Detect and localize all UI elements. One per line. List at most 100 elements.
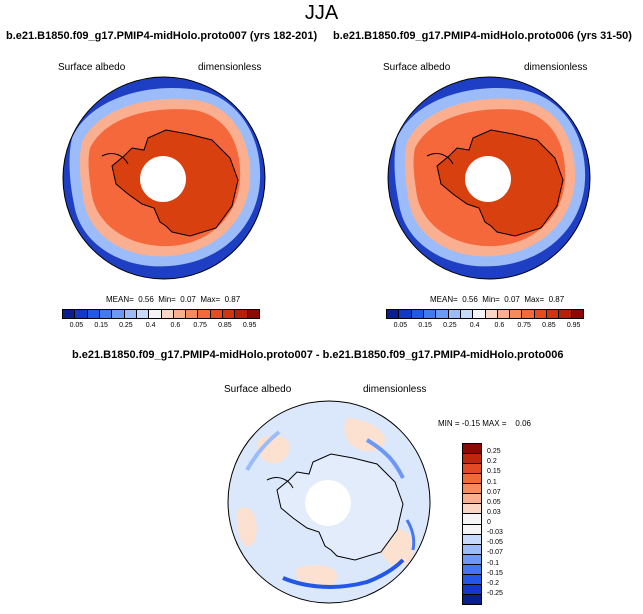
colorbar-swatch — [436, 310, 449, 318]
colorbar-swatch — [547, 310, 560, 318]
colorbar-tick-label: 0.85 — [218, 322, 232, 329]
colorbar-swatch — [497, 310, 511, 318]
colorbar-swatch — [161, 310, 174, 318]
colorbar-swatch — [223, 310, 236, 318]
colorbar-tick-label: 0.6 — [170, 322, 181, 329]
colorbar-swatch — [247, 310, 259, 318]
colorbar-tick-label: 0.75 — [517, 322, 531, 329]
colorbar-tick-label: 0.07 — [487, 488, 501, 496]
diff-colorbar-ticks: 0.25 0.2 0.15 0.1 0.07 0.05 0.03 0 -0.03 -0.05 -0.… — [487, 443, 527, 605]
colorbar-swatch — [463, 474, 481, 485]
colorbar-swatch — [149, 310, 162, 318]
colorbar-swatch — [463, 594, 481, 604]
colorbar-swatch — [210, 310, 224, 318]
colorbar-tick-label: 0.03 — [487, 508, 501, 516]
colorbar-swatch — [463, 534, 481, 545]
colorbar-swatch — [473, 310, 486, 318]
colorbar-swatch — [63, 310, 76, 318]
colorbar-swatch — [463, 494, 481, 505]
antarctic-peninsula — [426, 153, 454, 165]
colorbar-swatch — [235, 310, 248, 318]
colorbar-tick-label: 0.1 — [487, 478, 497, 486]
colorbar-swatch — [485, 310, 498, 318]
colorbar-swatch — [510, 310, 523, 318]
colorbar-swatch — [571, 310, 583, 318]
antarctic-peninsula — [266, 477, 294, 489]
colorbar-swatch — [387, 310, 400, 318]
colorbar-swatch — [522, 310, 535, 318]
diff-panel-title: b.e21.B1850.f09_g17.PMIP4-midHolo.proto0… — [72, 349, 564, 361]
diff-variable-label: Surface albedo — [224, 384, 292, 395]
colorbar-tick-label: 0.25 — [443, 322, 457, 329]
map-border — [387, 76, 591, 280]
colorbar-swatch — [136, 310, 150, 318]
colorbar-tick-label: 0.2 — [487, 458, 497, 466]
colorbar-swatch — [463, 524, 481, 535]
diff-stats: MIN = -0.15 MAX = 0.06 — [438, 419, 531, 428]
colorbar-tick-label: -0.05 — [487, 539, 503, 547]
colorbar-swatch — [463, 584, 481, 595]
colorbar-swatch — [463, 554, 481, 565]
diff-patch-positive — [236, 507, 257, 547]
right-colorbar — [386, 309, 584, 319]
colorbar-swatch — [75, 310, 88, 318]
colorbar-swatch — [463, 484, 481, 495]
left-stats: MEAN= 0.56 Min= 0.07 Max= 0.87 — [106, 295, 241, 304]
colorbar-swatch — [186, 310, 199, 318]
colorbar-tick-label: 0.05 — [69, 322, 84, 329]
left-panel-title: b.e21.B1850.f09_g17.PMIP4-midHolo.proto0… — [6, 30, 318, 42]
left-variable-label: Surface albedo — [58, 62, 126, 73]
diff-colorbar — [462, 443, 482, 605]
colorbar-tick-label: 0.15 — [418, 322, 432, 329]
colorbar-tick-label: 0.95 — [242, 322, 257, 329]
colorbar-swatch — [399, 310, 412, 318]
colorbar-tick-label: 0.95 — [566, 322, 581, 329]
colorbar-swatch — [124, 310, 137, 318]
colorbar-tick-label: 0.85 — [542, 322, 556, 329]
colorbar-tick-label: 0 — [487, 519, 491, 526]
colorbar-swatch — [463, 544, 481, 555]
colorbar-swatch — [173, 310, 187, 318]
colorbar-swatch — [99, 310, 113, 318]
antarctic-peninsula — [101, 153, 129, 165]
colorbar-swatch — [87, 310, 100, 318]
colorbar-tick-label: 0.05 — [393, 322, 408, 329]
colorbar-swatch — [463, 444, 481, 455]
diff-polar-map — [227, 400, 431, 604]
map-border — [227, 400, 431, 604]
colorbar-tick-label: 0.25 — [487, 448, 501, 456]
left-colorbar-ticks: 0.05 0.15 0.25 0.4 0.6 0.75 0.85 0.95 — [62, 322, 260, 332]
polar-hole — [305, 480, 351, 526]
colorbar-tick-label: 0.25 — [119, 322, 133, 329]
right-polar-map — [387, 76, 591, 280]
colorbar-swatch — [463, 504, 481, 515]
colorbar-swatch — [411, 310, 424, 318]
season-title: JJA — [304, 2, 339, 24]
colorbar-swatch — [463, 564, 481, 575]
polar-hole — [465, 156, 511, 202]
colorbar-swatch — [463, 574, 481, 585]
right-units-label: dimensionless — [524, 62, 588, 73]
colorbar-swatch — [460, 310, 474, 318]
map-border — [62, 76, 266, 280]
colorbar-tick-label: 0.15 — [487, 468, 501, 476]
colorbar-tick-label: 0.75 — [193, 322, 207, 329]
colorbar-swatch — [559, 310, 572, 318]
polar-hole — [140, 156, 186, 202]
left-colorbar — [62, 309, 260, 319]
right-colorbar-ticks: 0.05 0.15 0.25 0.4 0.6 0.75 0.85 0.95 — [386, 322, 584, 332]
diff-negative-streak — [365, 438, 405, 479]
colorbar-tick-label: -0.07 — [487, 549, 503, 557]
colorbar-tick-label: 0.05 — [487, 498, 501, 506]
colorbar-tick-label: -0.15 — [487, 569, 503, 577]
diff-negative-streak — [405, 519, 416, 551]
colorbar-swatch — [463, 514, 481, 525]
right-stats: MEAN= 0.56 Min= 0.07 Max= 0.87 — [430, 295, 565, 304]
colorbar-swatch — [463, 464, 481, 475]
colorbar-tick-label: 0.4 — [469, 322, 480, 329]
colorbar-tick-label: 0.4 — [145, 322, 156, 329]
colorbar-tick-label: -0.1 — [487, 559, 500, 567]
diff-negative-streak — [245, 430, 281, 471]
colorbar-swatch — [463, 454, 481, 465]
colorbar-tick-label: -0.03 — [487, 529, 503, 537]
